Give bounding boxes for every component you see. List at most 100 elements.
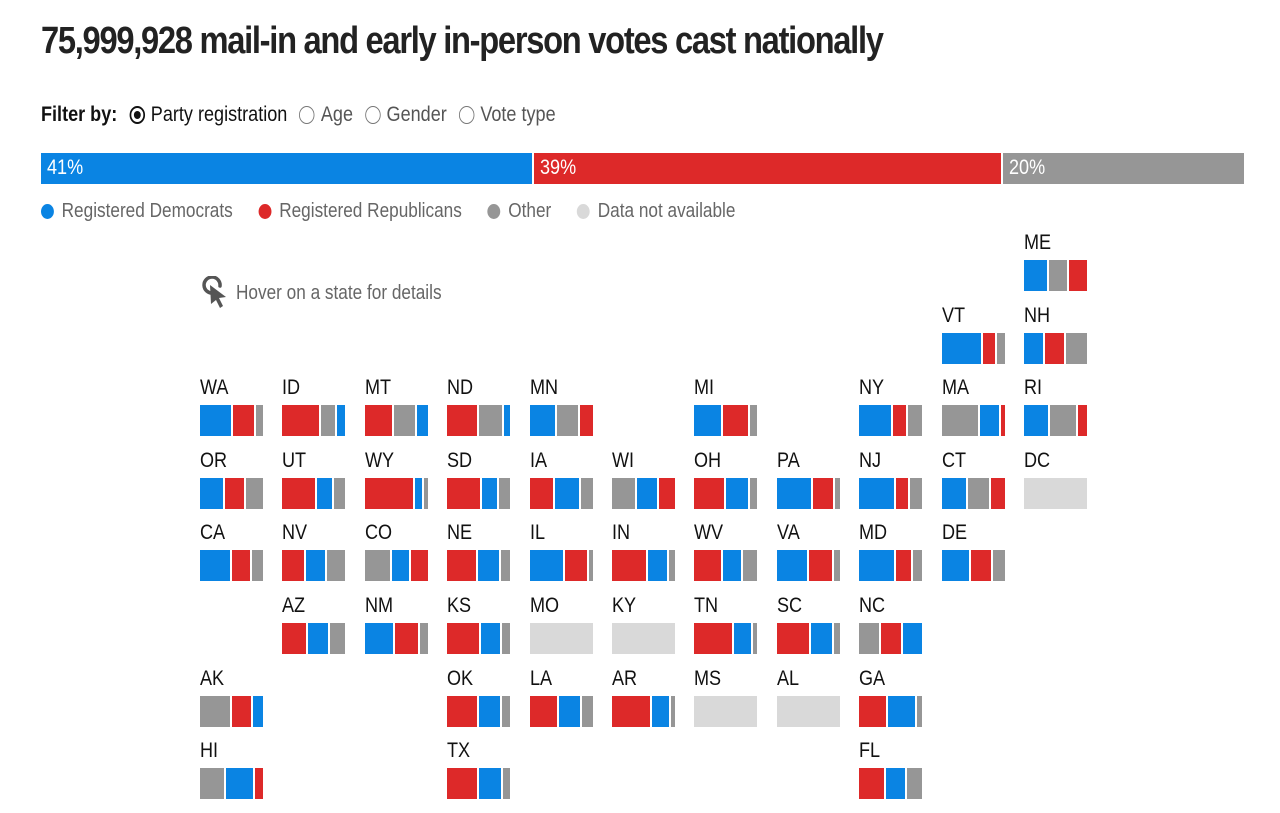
state-bar[interactable]: [1024, 260, 1087, 291]
state-tile-nd[interactable]: ND: [447, 375, 511, 436]
state-tile-wv[interactable]: WV: [694, 520, 758, 581]
state-bar[interactable]: [694, 623, 757, 654]
state-tile-nj[interactable]: NJ: [859, 448, 923, 509]
state-bar[interactable]: [859, 405, 922, 436]
filter-option-party-registration[interactable]: Party registration: [129, 103, 287, 127]
state-tile-fl[interactable]: FL: [859, 738, 923, 799]
state-tile-ct[interactable]: CT: [942, 448, 1006, 509]
state-bar[interactable]: [859, 623, 922, 654]
state-tile-ak[interactable]: AK: [200, 666, 264, 727]
state-bar[interactable]: [942, 478, 1005, 509]
filter-option-gender[interactable]: Gender: [365, 103, 447, 127]
state-bar[interactable]: [365, 623, 428, 654]
state-bar[interactable]: [530, 405, 593, 436]
state-bar[interactable]: [1024, 478, 1087, 509]
state-bar[interactable]: [365, 478, 428, 509]
filter-option-age[interactable]: Age: [299, 103, 353, 127]
state-tile-id[interactable]: ID: [282, 375, 346, 436]
state-bar[interactable]: [859, 550, 922, 581]
state-bar[interactable]: [447, 623, 510, 654]
state-bar[interactable]: [200, 550, 263, 581]
state-bar[interactable]: [612, 550, 675, 581]
state-bar[interactable]: [365, 405, 428, 436]
state-tile-az[interactable]: AZ: [282, 593, 346, 654]
state-tile-ia[interactable]: IA: [530, 448, 594, 509]
state-tile-al[interactable]: AL: [777, 666, 841, 727]
state-bar[interactable]: [612, 696, 675, 727]
state-tile-co[interactable]: CO: [365, 520, 429, 581]
state-tile-de[interactable]: DE: [942, 520, 1006, 581]
state-tile-ks[interactable]: KS: [447, 593, 511, 654]
state-bar[interactable]: [447, 478, 510, 509]
state-tile-ny[interactable]: NY: [859, 375, 923, 436]
state-bar[interactable]: [1024, 405, 1087, 436]
state-bar[interactable]: [777, 550, 840, 581]
state-bar[interactable]: [942, 333, 1005, 364]
state-bar[interactable]: [777, 478, 840, 509]
state-tile-dc[interactable]: DC: [1024, 448, 1088, 509]
state-bar[interactable]: [530, 478, 593, 509]
state-tile-ne[interactable]: NE: [447, 520, 511, 581]
state-bar[interactable]: [447, 550, 510, 581]
state-bar[interactable]: [694, 550, 757, 581]
state-tile-nm[interactable]: NM: [365, 593, 429, 654]
state-bar[interactable]: [282, 478, 345, 509]
state-tile-mt[interactable]: MT: [365, 375, 429, 436]
state-tile-hi[interactable]: HI: [200, 738, 264, 799]
state-tile-sd[interactable]: SD: [447, 448, 511, 509]
state-tile-mn[interactable]: MN: [530, 375, 594, 436]
state-tile-wi[interactable]: WI: [612, 448, 676, 509]
state-bar[interactable]: [942, 550, 1005, 581]
state-tile-ok[interactable]: OK: [447, 666, 511, 727]
state-bar[interactable]: [447, 696, 510, 727]
state-tile-ar[interactable]: AR: [612, 666, 676, 727]
state-tile-ky[interactable]: KY: [612, 593, 676, 654]
state-bar[interactable]: [777, 696, 840, 727]
state-bar[interactable]: [612, 623, 675, 654]
state-bar[interactable]: [530, 623, 593, 654]
state-tile-il[interactable]: IL: [530, 520, 594, 581]
state-bar[interactable]: [859, 696, 922, 727]
state-bar[interactable]: [282, 405, 345, 436]
state-tile-mi[interactable]: MI: [694, 375, 758, 436]
radio-unselected-icon[interactable]: [299, 106, 315, 124]
state-bar[interactable]: [530, 696, 593, 727]
state-bar[interactable]: [200, 696, 263, 727]
state-bar[interactable]: [859, 478, 922, 509]
state-bar[interactable]: [777, 623, 840, 654]
state-bar[interactable]: [859, 768, 922, 799]
state-tile-tn[interactable]: TN: [694, 593, 758, 654]
state-bar[interactable]: [942, 405, 1005, 436]
state-tile-ut[interactable]: UT: [282, 448, 346, 509]
radio-unselected-icon[interactable]: [365, 106, 381, 124]
state-tile-ga[interactable]: GA: [859, 666, 923, 727]
state-tile-sc[interactable]: SC: [777, 593, 841, 654]
state-bar[interactable]: [282, 550, 345, 581]
state-tile-nv[interactable]: NV: [282, 520, 346, 581]
state-tile-ri[interactable]: RI: [1024, 375, 1088, 436]
state-tile-nc[interactable]: NC: [859, 593, 923, 654]
state-tile-me[interactable]: ME: [1024, 230, 1088, 291]
state-bar[interactable]: [200, 478, 263, 509]
state-bar[interactable]: [200, 768, 263, 799]
state-tile-tx[interactable]: TX: [447, 738, 511, 799]
state-bar[interactable]: [200, 405, 263, 436]
state-tile-wa[interactable]: WA: [200, 375, 264, 436]
state-bar[interactable]: [694, 478, 757, 509]
state-tile-mo[interactable]: MO: [530, 593, 594, 654]
radio-selected-icon[interactable]: [129, 106, 145, 124]
state-bar[interactable]: [694, 696, 757, 727]
state-tile-va[interactable]: VA: [777, 520, 841, 581]
state-bar[interactable]: [694, 405, 757, 436]
state-bar[interactable]: [365, 550, 428, 581]
state-bar[interactable]: [612, 478, 675, 509]
state-tile-pa[interactable]: PA: [777, 448, 841, 509]
state-tile-ms[interactable]: MS: [694, 666, 758, 727]
state-tile-oh[interactable]: OH: [694, 448, 758, 509]
radio-unselected-icon[interactable]: [458, 106, 475, 124]
state-tile-nh[interactable]: NH: [1024, 303, 1088, 364]
state-tile-ma[interactable]: MA: [942, 375, 1006, 436]
state-tile-ca[interactable]: CA: [200, 520, 264, 581]
state-tile-or[interactable]: OR: [200, 448, 264, 509]
state-tile-in[interactable]: IN: [612, 520, 676, 581]
